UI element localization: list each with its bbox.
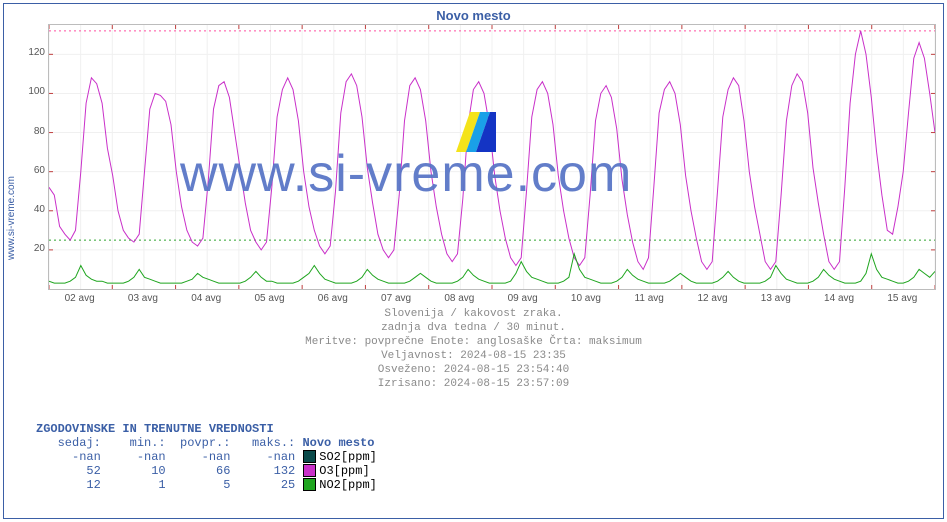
y-tick-label: 100 xyxy=(5,86,45,97)
x-tick-label: 06 avg xyxy=(318,293,348,304)
table-cell: 10 xyxy=(101,464,166,478)
x-tick-label: 13 avg xyxy=(761,293,791,304)
legend-label: SO2[ppm] xyxy=(319,450,377,464)
table-col: maks.: xyxy=(230,436,295,450)
y-tick-label: 20 xyxy=(5,243,45,254)
meta-line: Meritve: povprečne Enote: anglosaške Črt… xyxy=(0,336,947,348)
meta-line: Veljavnost: 2024-08-15 23:35 xyxy=(0,350,947,362)
legend-label: O3[ppm] xyxy=(319,464,369,478)
x-tick-label: 03 avg xyxy=(128,293,158,304)
meta-line: zadnja dva tedna / 30 minut. xyxy=(0,322,947,334)
y-tick-label: 80 xyxy=(5,126,45,137)
table-cell: 25 xyxy=(230,478,295,492)
values-table: ZGODOVINSKE IN TRENUTNE VREDNOSTI sedaj:… xyxy=(36,422,377,492)
legend-swatch xyxy=(303,464,316,477)
x-tick-label: 08 avg xyxy=(444,293,474,304)
table-cell: 52 xyxy=(36,464,101,478)
chart-title: Novo mesto xyxy=(0,8,947,23)
table-row: -nan -nan -nan -nan SO2[ppm] xyxy=(36,450,377,464)
x-tick-label: 10 avg xyxy=(571,293,601,304)
table-columns: sedaj: min.: povpr.: maks.: Novo mesto xyxy=(36,436,377,450)
table-row: 12 1 5 25 NO2[ppm] xyxy=(36,478,377,492)
y-tick-label: 120 xyxy=(5,47,45,58)
y-tick-label: 40 xyxy=(5,204,45,215)
table-cell: -nan xyxy=(101,450,166,464)
x-tick-label: 02 avg xyxy=(65,293,95,304)
table-cell: 5 xyxy=(166,478,231,492)
table-rows: -nan -nan -nan -nan SO2[ppm] 52 10 66 132… xyxy=(36,450,377,492)
x-tick-label: 11 avg xyxy=(635,293,664,304)
table-col: sedaj: xyxy=(36,436,101,450)
meta-line: Izrisano: 2024-08-15 23:57:09 xyxy=(0,378,947,390)
y-tick-label: 60 xyxy=(5,165,45,176)
x-tick-label: 09 avg xyxy=(508,293,538,304)
meta-line: Osveženo: 2024-08-15 23:54:40 xyxy=(0,364,947,376)
x-tick-label: 05 avg xyxy=(254,293,284,304)
table-col: povpr.: xyxy=(166,436,231,450)
x-tick-label: 07 avg xyxy=(381,293,411,304)
legend-swatch xyxy=(303,478,316,491)
x-tick-label: 04 avg xyxy=(191,293,221,304)
table-col: min.: xyxy=(101,436,166,450)
table-cell: -nan xyxy=(166,450,231,464)
legend-swatch xyxy=(303,450,316,463)
table-row: 52 10 66 132 O3[ppm] xyxy=(36,464,377,478)
x-tick-label: 12 avg xyxy=(697,293,727,304)
table-cell: 12 xyxy=(36,478,101,492)
table-header: ZGODOVINSKE IN TRENUTNE VREDNOSTI xyxy=(36,422,377,436)
table-legend-title: Novo mesto xyxy=(295,436,374,450)
legend-label: NO2[ppm] xyxy=(319,478,377,492)
x-tick-label: 15 avg xyxy=(887,293,917,304)
watermark-text: www.si-vreme.com xyxy=(180,144,632,204)
table-cell: -nan xyxy=(230,450,295,464)
meta-line: Slovenija / kakovost zraka. xyxy=(0,308,947,320)
x-tick-label: 14 avg xyxy=(824,293,854,304)
table-cell: 132 xyxy=(230,464,295,478)
table-cell: 1 xyxy=(101,478,166,492)
table-cell: -nan xyxy=(36,450,101,464)
table-cell: 66 xyxy=(166,464,231,478)
